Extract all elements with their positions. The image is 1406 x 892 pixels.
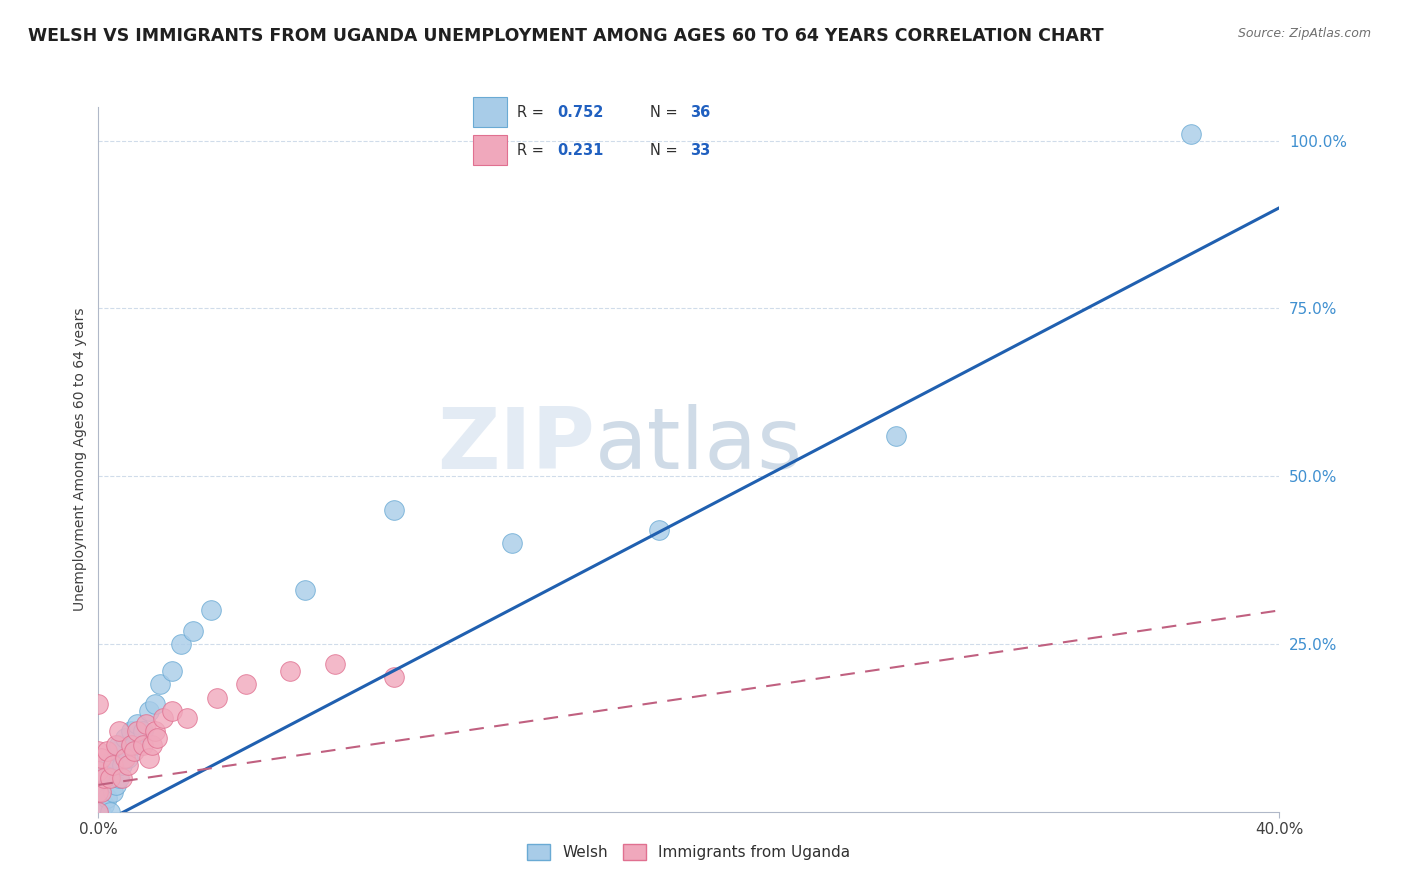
Point — [648, 523, 671, 537]
Point — [120, 724, 142, 739]
Point — [235, 677, 257, 691]
Point — [143, 698, 166, 712]
Point — [87, 805, 110, 819]
Point — [132, 724, 155, 739]
Point — [87, 805, 110, 819]
Point — [90, 805, 112, 819]
Point — [122, 738, 145, 752]
Point — [114, 731, 136, 745]
Point — [98, 805, 121, 819]
Text: 0.231: 0.231 — [557, 143, 603, 158]
Point — [138, 704, 160, 718]
Text: ZIP: ZIP — [437, 404, 595, 487]
Point — [108, 738, 131, 752]
Text: 33: 33 — [690, 143, 710, 158]
Y-axis label: Unemployment Among Ages 60 to 64 years: Unemployment Among Ages 60 to 64 years — [73, 308, 87, 611]
Point — [96, 791, 118, 805]
Point — [176, 711, 198, 725]
Point — [141, 738, 163, 752]
Point — [108, 724, 131, 739]
Legend: Welsh, Immigrants from Uganda: Welsh, Immigrants from Uganda — [520, 836, 858, 868]
Point — [87, 698, 110, 712]
Text: R =: R = — [516, 104, 548, 120]
Point — [205, 690, 228, 705]
Text: 0.752: 0.752 — [557, 104, 603, 120]
Point — [98, 771, 121, 785]
Point — [152, 711, 174, 725]
Text: 36: 36 — [690, 104, 710, 120]
Point — [120, 738, 142, 752]
Point — [884, 429, 907, 443]
Point — [87, 744, 110, 758]
Point — [105, 778, 128, 792]
Point — [294, 583, 316, 598]
Point — [280, 664, 302, 678]
Point — [93, 764, 115, 779]
Point — [114, 751, 136, 765]
Point — [181, 624, 204, 638]
Point — [108, 771, 131, 785]
Point — [93, 771, 115, 785]
Point — [162, 704, 183, 718]
Point — [382, 502, 405, 516]
Text: atlas: atlas — [595, 404, 803, 487]
Point — [90, 751, 112, 765]
Point — [96, 744, 118, 758]
Point — [125, 717, 148, 731]
Point — [103, 757, 125, 772]
Point — [149, 677, 172, 691]
Point — [93, 797, 115, 812]
Text: N =: N = — [650, 104, 682, 120]
Point — [111, 771, 134, 785]
Point — [146, 731, 169, 745]
Text: Source: ZipAtlas.com: Source: ZipAtlas.com — [1237, 27, 1371, 40]
Point — [103, 751, 125, 765]
Point — [132, 738, 155, 752]
Text: WELSH VS IMMIGRANTS FROM UGANDA UNEMPLOYMENT AMONG AGES 60 TO 64 YEARS CORRELATI: WELSH VS IMMIGRANTS FROM UGANDA UNEMPLOY… — [28, 27, 1104, 45]
Point — [200, 603, 222, 617]
Point — [138, 751, 160, 765]
Point — [87, 764, 110, 779]
Point — [323, 657, 346, 671]
Point — [501, 536, 523, 550]
Point — [382, 671, 405, 685]
Point — [170, 637, 193, 651]
Point — [117, 751, 139, 765]
Point — [143, 724, 166, 739]
Point — [98, 771, 121, 785]
Point — [87, 791, 110, 805]
Point — [105, 744, 128, 758]
Point — [87, 784, 110, 798]
FancyBboxPatch shape — [474, 97, 508, 128]
Point — [90, 784, 112, 798]
Point — [96, 757, 118, 772]
Point — [90, 778, 112, 792]
Point — [103, 784, 125, 798]
Point — [135, 717, 157, 731]
Point — [105, 738, 128, 752]
Point — [162, 664, 183, 678]
FancyBboxPatch shape — [474, 135, 508, 165]
Point — [111, 757, 134, 772]
Point — [125, 724, 148, 739]
Point — [1180, 127, 1202, 141]
Text: N =: N = — [650, 143, 682, 158]
Point — [122, 744, 145, 758]
Point — [117, 757, 139, 772]
Text: R =: R = — [516, 143, 548, 158]
